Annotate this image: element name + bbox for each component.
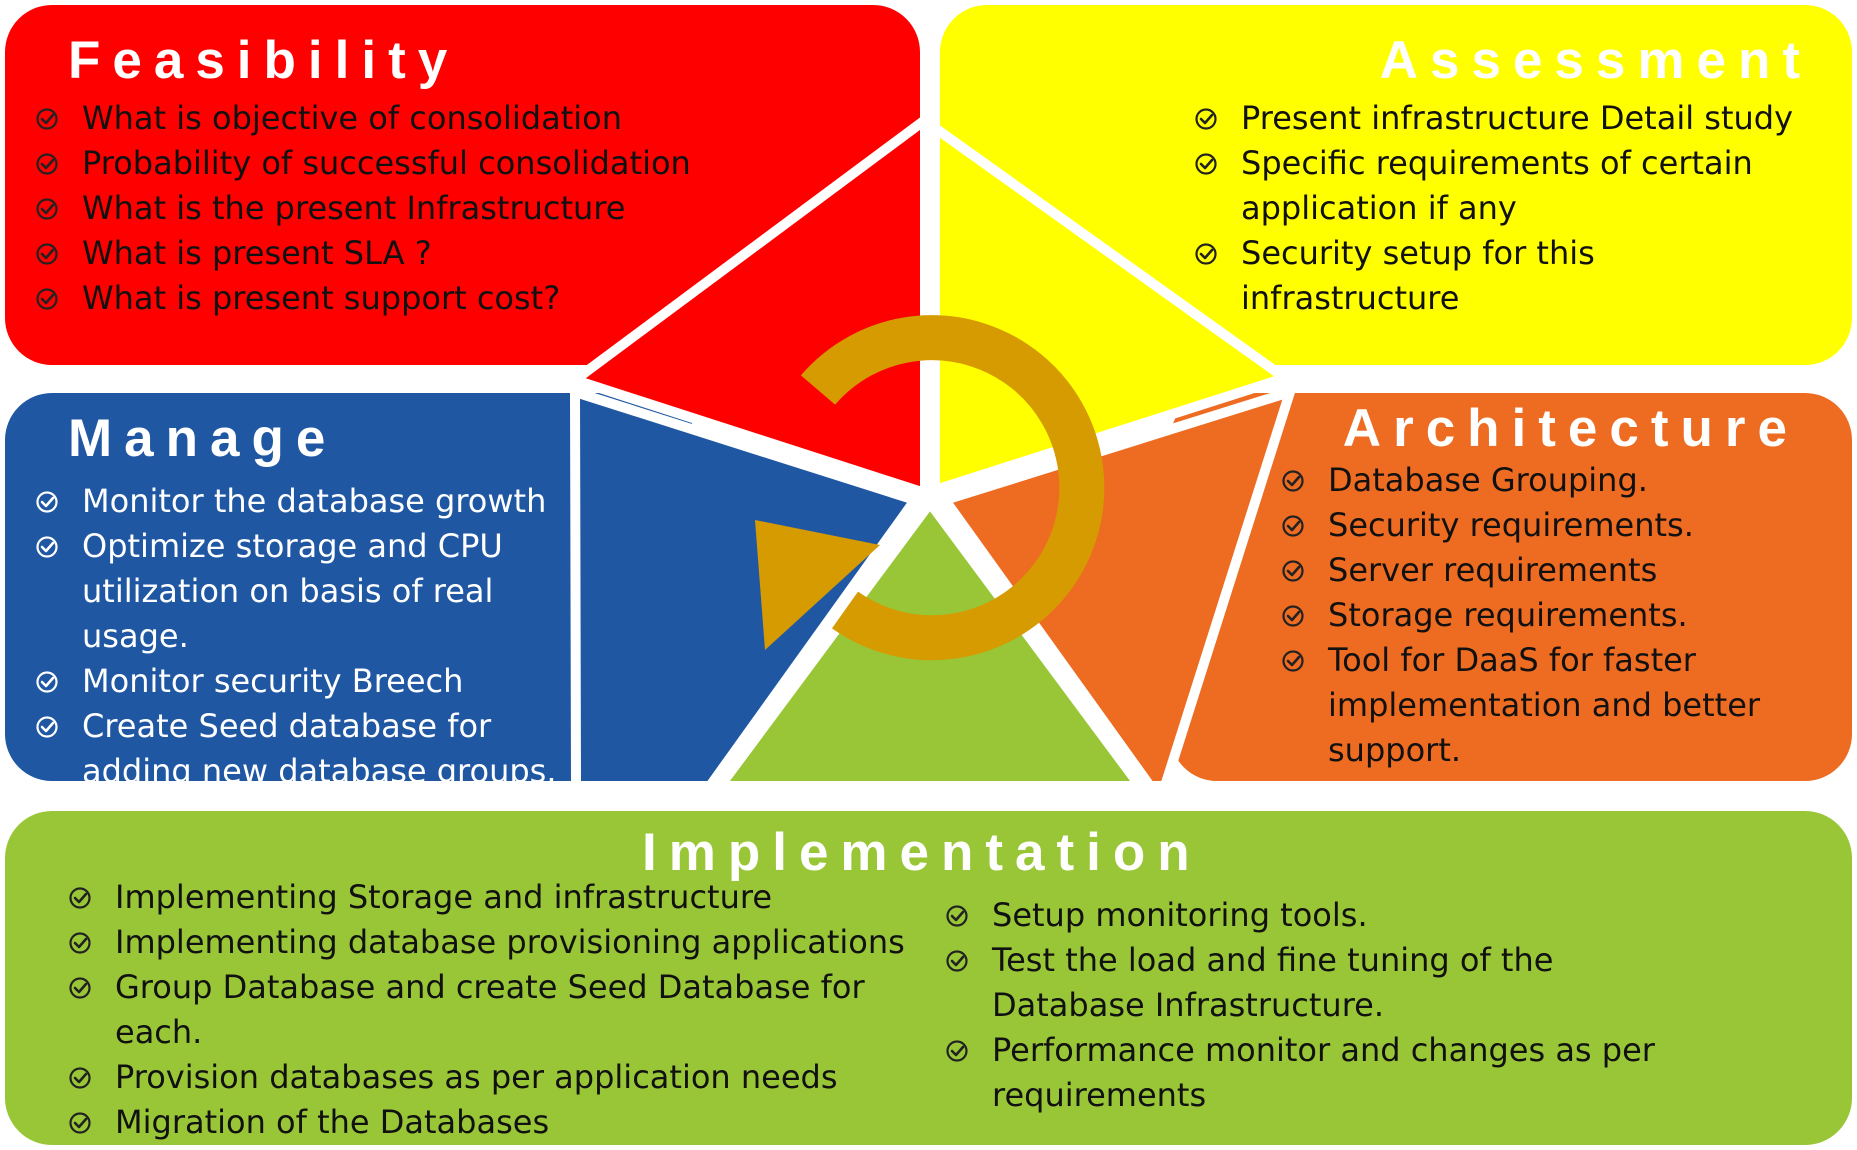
check-circle-icon	[35, 242, 59, 266]
list-item-text: Test the load and fine tuning of the Dat…	[992, 941, 1554, 1024]
list-item: Test the load and fine tuning of the Dat…	[945, 938, 1705, 1028]
list-item-text: Security requirements.	[1328, 506, 1694, 544]
list-item-text: Setup monitoring tools.	[992, 896, 1368, 934]
list-item: Create Seed database for adding new data…	[35, 704, 595, 794]
check-circle-icon	[35, 197, 59, 221]
feasibility-title: Feasibility	[68, 31, 460, 90]
list-item-text: Specific requirements of certain applica…	[1241, 144, 1753, 227]
list-item-text: Create Seed database for adding new data…	[82, 707, 557, 790]
list-item-text: Provision databases as per application n…	[115, 1058, 838, 1096]
list-item-text: Optimize storage and CPU utilization on …	[82, 527, 503, 655]
check-circle-icon	[68, 1111, 92, 1135]
check-circle-icon	[945, 904, 969, 928]
check-circle-icon	[35, 670, 59, 694]
check-circle-icon	[1281, 469, 1305, 493]
feasibility-list: What is objective of consolidation Probab…	[35, 96, 695, 321]
list-item: Present infrastructure Detail study	[1194, 96, 1814, 141]
list-item-text: Group Database and create Seed Database …	[115, 968, 865, 1051]
check-circle-icon	[1281, 559, 1305, 583]
list-item-text: Performance monitor and changes as per r…	[992, 1031, 1655, 1114]
list-item-text: Implementing database provisioning appli…	[115, 923, 905, 961]
check-circle-icon	[35, 535, 59, 559]
check-circle-icon	[35, 152, 59, 176]
list-item: Performance monitor and changes as per r…	[945, 1028, 1705, 1118]
check-circle-icon	[35, 715, 59, 739]
list-item: Monitor the database growth	[35, 479, 595, 524]
list-item: Setup monitoring tools.	[945, 893, 1705, 938]
list-item: Storage requirements.	[1281, 593, 1761, 638]
list-item-text: Tool for DaaS for faster implementation …	[1328, 641, 1761, 769]
list-item: Security requirements.	[1281, 503, 1761, 548]
list-item: Monitor security Breech	[35, 659, 595, 704]
list-item: Implementing Storage and infrastructure	[68, 875, 928, 920]
list-item-text: Security setup for this infrastructure	[1241, 234, 1595, 317]
list-item-text: What is present support cost?	[82, 279, 561, 317]
check-circle-icon	[1281, 604, 1305, 628]
check-circle-icon	[35, 490, 59, 514]
list-item-text: Implementing Storage and infrastructure	[115, 878, 773, 916]
list-item: Implementing database provisioning appli…	[68, 920, 928, 965]
list-item: Server requirements	[1281, 548, 1761, 593]
list-item: Group Database and create Seed Database …	[68, 965, 928, 1055]
list-item-text: Monitor the database growth	[82, 482, 547, 520]
list-item: Optimize storage and CPU utilization on …	[35, 524, 595, 659]
list-item-text: Probability of successful consolidation	[82, 144, 691, 182]
check-circle-icon	[1281, 514, 1305, 538]
list-item-text: Migration of the Databases	[115, 1103, 550, 1141]
list-item: Database Grouping.	[1281, 458, 1761, 503]
list-item: Provision databases as per application n…	[68, 1055, 928, 1100]
architecture-list: Database Grouping. Security requirements.…	[1281, 458, 1761, 773]
list-item: What is present SLA ?	[35, 231, 695, 276]
check-circle-icon	[945, 949, 969, 973]
list-item: What is objective of consolidation	[35, 96, 695, 141]
manage-title: Manage	[68, 409, 338, 468]
circular-arrow-icon	[755, 315, 1105, 661]
list-item: What is present support cost?	[35, 276, 695, 321]
assessment-list: Present infrastructure Detail study Speci…	[1194, 96, 1814, 321]
list-item: What is the present Infrastructure	[35, 186, 695, 231]
list-item: Specific requirements of certain applica…	[1194, 141, 1814, 231]
check-circle-icon	[1194, 242, 1218, 266]
list-item-text: Database Grouping.	[1328, 461, 1648, 499]
implementation-title: Implementation	[642, 823, 1202, 882]
list-item-text: What is objective of consolidation	[82, 99, 622, 137]
check-circle-icon	[35, 287, 59, 311]
check-circle-icon	[1194, 152, 1218, 176]
list-item-text: What is the present Infrastructure	[82, 189, 626, 227]
check-circle-icon	[68, 976, 92, 1000]
check-circle-icon	[68, 931, 92, 955]
check-circle-icon	[945, 1039, 969, 1063]
list-item-text: Present infrastructure Detail study	[1241, 99, 1794, 137]
manage-list: Monitor the database growth Optimize stor…	[35, 479, 595, 794]
list-item: Security setup for this infrastructure	[1194, 231, 1814, 321]
check-circle-icon	[1194, 107, 1218, 131]
list-item: Probability of successful consolidation	[35, 141, 695, 186]
implementation-panel	[0, 801, 1857, 1150]
list-item-text: What is present SLA ?	[82, 234, 432, 272]
implementation-right-list: Setup monitoring tools. Test the load and…	[945, 893, 1705, 1118]
architecture-title: Architecture	[1342, 399, 1799, 458]
manage-wedge	[570, 387, 920, 791]
assessment-wedge	[930, 123, 1290, 495]
list-item-text: Storage requirements.	[1328, 596, 1688, 634]
list-item: Tool for DaaS for faster implementation …	[1281, 638, 1761, 773]
check-circle-icon	[68, 886, 92, 910]
list-item-text: Server requirements	[1328, 551, 1658, 589]
list-item-text: Monitor security Breech	[82, 662, 464, 700]
implementation-left-list: Implementing Storage and infrastructure I…	[68, 875, 928, 1145]
check-circle-icon	[35, 107, 59, 131]
check-circle-icon	[1281, 649, 1305, 673]
check-circle-icon	[68, 1066, 92, 1090]
list-item: Migration of the Databases	[68, 1100, 928, 1145]
assessment-title: Assessment	[1379, 31, 1812, 90]
